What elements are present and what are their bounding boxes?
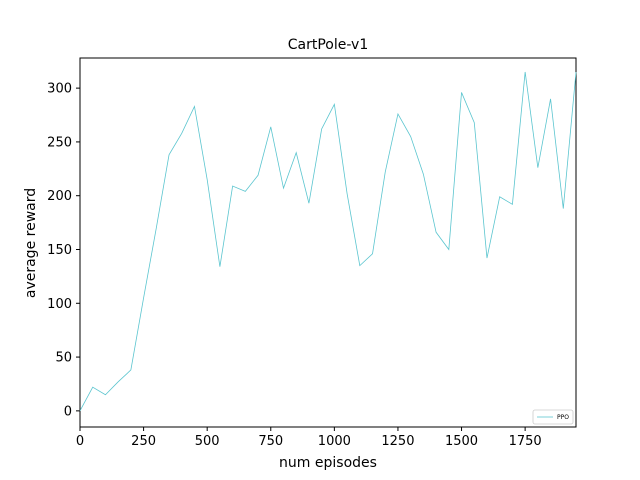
chart-title: CartPole-v1	[288, 37, 368, 53]
x-tick-label: 250	[131, 434, 156, 449]
series-line-ppo	[79, 71, 577, 412]
y-tick-label: 150	[47, 243, 72, 258]
x-tick-label: 1250	[381, 434, 414, 449]
x-axis-label: num episodes	[279, 455, 377, 471]
x-tick-label: 1500	[445, 434, 478, 449]
x-tick-label: 1000	[318, 434, 351, 449]
y-tick-label: 50	[55, 351, 72, 366]
y-tick-label: 250	[47, 135, 72, 150]
plot-area-frame	[79, 57, 577, 428]
x-tick-label: 1750	[509, 434, 542, 449]
legend: PPO	[532, 409, 574, 425]
y-axis-label: average reward	[23, 188, 39, 298]
y-tick-label: 300	[47, 82, 72, 97]
axis-ticks: 0 250 500 750 1000 1250 1500 1750 0 50 100 150 200 25…	[47, 82, 542, 449]
y-tick-label: 100	[47, 297, 72, 312]
legend-label-ppo: PPO	[557, 414, 569, 421]
x-tick-label: 500	[195, 434, 220, 449]
y-tick-label: 200	[47, 189, 72, 204]
x-tick-label: 750	[258, 434, 283, 449]
x-tick-label: 0	[76, 434, 84, 449]
y-tick-label: 0	[64, 404, 72, 419]
